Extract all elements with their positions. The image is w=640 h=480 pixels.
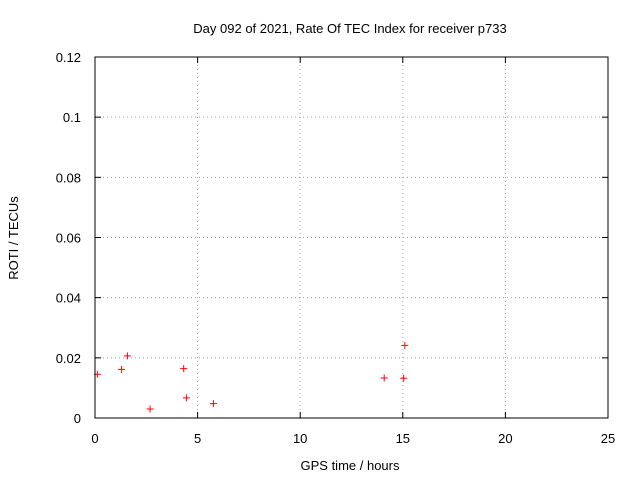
y-tick-label: 0.12 [56,50,81,65]
y-tick-label: 0.04 [56,291,81,306]
y-tick-label: 0 [74,411,81,426]
x-tick-label: 5 [194,431,201,446]
x-tick-label: 10 [293,431,307,446]
grid-lines [95,57,608,418]
data-points [93,341,409,413]
x-tick-label: 0 [91,431,98,446]
y-axis-label: ROTI / TECUs [6,196,21,280]
x-axis-label: GPS time / hours [301,458,400,473]
y-tick-label: 0.06 [56,231,81,246]
y-tick-label: 0.02 [56,351,81,366]
y-tick-label: 0.08 [56,170,81,185]
x-tick-label: 25 [601,431,615,446]
y-tick-label: 0.1 [63,110,81,125]
series-markers [93,341,409,413]
x-tick-label: 20 [498,431,512,446]
tick-labels: 0 5 10 15 20 25 0 0.02 0.04 0.06 0.08 0.1 0.12 [56,50,616,446]
chart-title: Day 092 of 2021, Rate Of TEC Index for r… [193,21,506,36]
axis-ticks [94,56,609,419]
x-tick-label: 15 [396,431,410,446]
